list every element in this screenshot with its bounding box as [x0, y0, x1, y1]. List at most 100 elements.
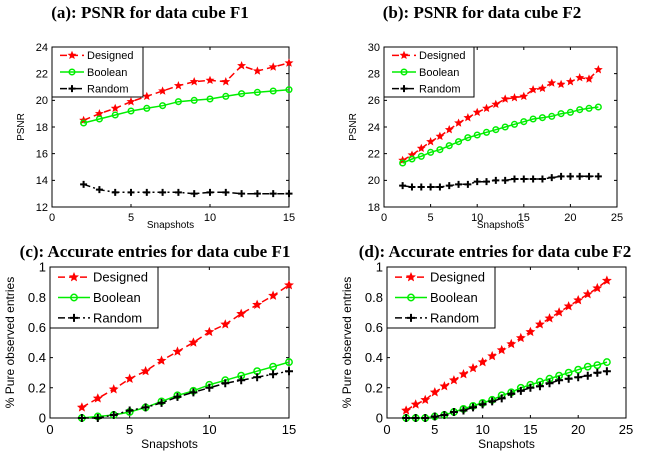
x-tick-label: 5	[431, 422, 438, 437]
y-tick-label: 20	[36, 95, 48, 107]
star-marker	[92, 393, 103, 403]
y-tick-label: 0.8	[28, 290, 46, 305]
star-marker	[284, 58, 294, 67]
plus-marker	[400, 85, 408, 93]
star-marker	[582, 289, 593, 299]
star-marker	[140, 366, 151, 376]
star-marker	[565, 76, 575, 86]
plus-marker	[159, 188, 167, 196]
circle-marker	[111, 111, 119, 119]
star-marker	[158, 86, 168, 95]
star-marker	[556, 79, 566, 89]
y-axis-label: % Pure observed entries	[3, 277, 17, 408]
x-tick-label: 5	[428, 212, 434, 224]
circle-marker	[464, 134, 472, 142]
plus-marker	[269, 370, 278, 379]
star-marker	[444, 125, 454, 134]
star-marker	[67, 50, 77, 60]
legend: Designed Boolean Random	[383, 46, 475, 98]
star-marker	[252, 299, 263, 309]
circle-marker	[127, 107, 135, 115]
x-tick-label: 0	[383, 422, 390, 437]
star-marker	[506, 338, 517, 349]
legend: Designed Boolean Random	[386, 266, 496, 329]
series-line	[81, 284, 290, 409]
series-random	[77, 367, 293, 422]
plus-marker	[190, 190, 198, 198]
x-tick-label: 25	[611, 212, 623, 224]
plus-marker	[127, 188, 135, 196]
circle-marker	[174, 98, 182, 106]
plus-marker	[417, 183, 425, 191]
circle-marker	[238, 90, 246, 98]
star-marker	[463, 112, 473, 122]
y-tick-label: 0.4	[28, 350, 46, 365]
plus-marker	[564, 374, 573, 383]
y-tick-label: 12	[36, 202, 48, 214]
circle-marker	[206, 95, 214, 103]
x-tick-label: 15	[523, 422, 537, 437]
star-marker	[573, 295, 584, 305]
plus-marker	[421, 414, 430, 422]
star-marker	[563, 301, 574, 311]
plus-marker	[189, 388, 198, 397]
series-line	[406, 370, 608, 419]
plus-marker	[529, 175, 537, 183]
legend-label: Boolean	[93, 290, 141, 305]
y-tick-label: 14	[36, 175, 48, 187]
plus-marker	[516, 386, 525, 395]
plus-marker	[478, 400, 487, 409]
star-marker	[268, 62, 278, 71]
circle-marker	[80, 119, 88, 127]
circle-marker	[285, 358, 293, 367]
circle-marker	[594, 103, 602, 111]
star-marker	[525, 326, 536, 337]
plus-marker	[237, 376, 246, 385]
star-marker	[420, 394, 431, 405]
x-tick-label: 15	[282, 422, 296, 437]
star-marker	[496, 344, 507, 355]
star-marker	[172, 346, 183, 356]
star-marker	[487, 350, 498, 361]
circle-marker	[593, 361, 602, 370]
star-marker	[500, 94, 510, 103]
plus-marker	[440, 410, 449, 419]
circle-marker	[399, 159, 407, 167]
y-tick-label: 0	[376, 411, 383, 426]
series-boolean	[399, 103, 602, 167]
plus-marker	[483, 178, 491, 186]
plus-marker	[526, 383, 535, 392]
x-tick-label: 0	[381, 212, 387, 224]
x-tick-label: 0	[46, 422, 53, 437]
plus-marker	[111, 188, 119, 196]
plus-marker	[95, 186, 103, 194]
star-marker	[126, 96, 136, 106]
circle-marker	[492, 126, 500, 134]
circle-marker	[455, 138, 463, 146]
plus-marker	[222, 188, 230, 196]
chart-title: (d): Accurate entries for data cube F2	[359, 242, 632, 261]
y-tick-label: 20	[368, 175, 380, 187]
plus-marker	[408, 183, 416, 191]
circle-marker	[520, 118, 528, 126]
circle-marker	[473, 131, 481, 139]
plus-marker	[157, 398, 166, 407]
plus-marker	[510, 175, 518, 183]
plus-marker	[507, 389, 516, 398]
x-tick-label: 10	[471, 212, 483, 224]
star-marker	[94, 108, 104, 118]
star-marker	[458, 369, 469, 379]
circle-marker	[482, 128, 491, 136]
star-marker	[592, 282, 603, 293]
star-marker	[435, 131, 445, 141]
star-marker	[268, 290, 279, 300]
plus-marker	[407, 313, 415, 322]
subplot-c: (c): Accurate entries for data cube F1 0 5…	[3, 242, 296, 451]
plus-marker	[520, 175, 528, 183]
star-marker	[482, 103, 491, 113]
plus-marker	[538, 175, 546, 183]
legend-label: Boolean	[430, 290, 478, 305]
x-tick-label: 0	[49, 212, 55, 224]
legend-label: Designed	[430, 270, 485, 285]
